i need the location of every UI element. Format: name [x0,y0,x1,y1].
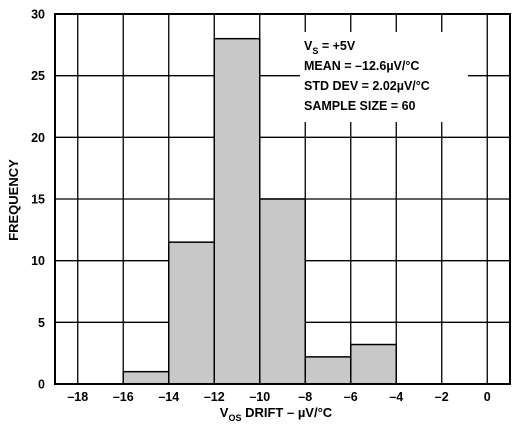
y-tick-label: 0 [38,378,45,392]
annotation-line: STD DEV = 2.02µV/°C [304,79,430,93]
annotation-background [300,32,468,122]
x-tick-label: –18 [67,390,88,404]
y-tick-label: 30 [31,8,45,22]
x-axis-title-main: V [220,405,229,420]
y-tick-label: 20 [31,131,45,145]
y-axis-title: FREQUENCY [6,159,21,241]
annotation-line: MEAN = –12.6µV/°C [304,59,419,73]
y-tick-label: 10 [31,254,45,268]
x-tick-label: –6 [344,390,358,404]
annotation-line: VS = +5V [304,39,356,56]
y-tick-label: 25 [31,69,45,83]
y-tick-label: 5 [38,316,45,330]
x-axis-title: VOS DRIFT – µV/°C [220,405,333,423]
x-tick-label: 0 [484,390,491,404]
histogram-bars [122,37,397,385]
x-tick-label: –8 [298,390,312,404]
plot-frame [54,13,511,385]
histogram-bar [168,241,215,385]
x-tick-label: –4 [389,390,403,404]
annotation-line: SAMPLE SIZE = 60 [304,99,416,113]
histogram-bar [213,37,261,385]
x-tick-label: –16 [113,390,134,404]
x-axis-title-rest: DRIFT – µV/°C [241,405,332,420]
histogram-bar [259,198,306,385]
tick-labels: –18 –16 –14 –12 –10 –8 –6 –4 –2 0 0 5 10 15 20 25 30 [31,8,491,405]
x-tick-label: –14 [158,390,179,404]
x-axis-title-subscript: OS [228,413,241,423]
histogram-bar [304,356,352,385]
histogram-bar [350,343,397,385]
annotation-box: VS = +5V MEAN = –12.6µV/°C STD DEV = 2.02µ… [300,32,468,122]
y-tick-label: 15 [31,193,45,207]
histogram-bar [122,370,170,385]
x-tick-label: –10 [249,390,270,404]
x-tick-label: –2 [435,390,449,404]
x-tick-label: –12 [204,390,225,404]
